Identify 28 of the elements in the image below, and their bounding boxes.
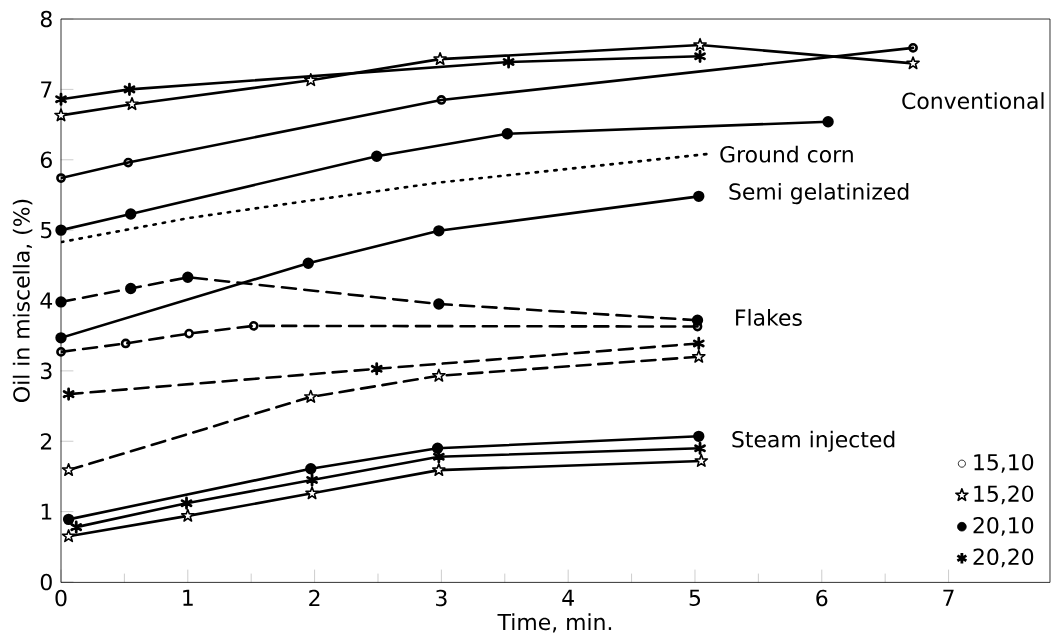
x-axis-title: Time, min. xyxy=(497,613,612,633)
legend-label: 15,20 xyxy=(974,485,1034,505)
y-tick-label: 3 xyxy=(41,362,52,380)
y-tick-label: 5 xyxy=(41,222,52,239)
y-tick-label: 2 xyxy=(40,433,52,450)
y-tick-label: 4 xyxy=(40,292,53,309)
x-tick-label: 3 xyxy=(436,589,447,607)
x-tick-label: 2 xyxy=(309,589,320,606)
x-tick-label: 1 xyxy=(183,589,193,606)
legend-label: 20,20 xyxy=(973,548,1034,568)
annotation: Flakes xyxy=(736,308,802,326)
x-tick-label: 5 xyxy=(689,589,701,606)
y-tick-label: 7 xyxy=(41,81,52,98)
y-tick-label: 6 xyxy=(40,151,52,169)
y-tick-label: 0 xyxy=(40,573,52,591)
annotation: Steam injected xyxy=(732,430,895,452)
legend-label: 20,10 xyxy=(973,516,1034,536)
annotation: Ground corn xyxy=(720,145,853,163)
x-tick-label: 0 xyxy=(55,589,67,607)
x-tick-label: 4 xyxy=(562,589,574,606)
x-tick-label: 6 xyxy=(816,589,828,607)
y-tick-label: 8 xyxy=(40,10,52,28)
annotation: Semi gelatinized xyxy=(729,182,909,205)
legend-label: 15,10 xyxy=(974,453,1034,473)
y-axis-title: Oil in miscella, (%) xyxy=(12,199,33,402)
annotation: Conventional xyxy=(902,92,1044,110)
y-tick-label: 1 xyxy=(41,503,52,520)
x-tick-label: 7 xyxy=(943,589,954,606)
